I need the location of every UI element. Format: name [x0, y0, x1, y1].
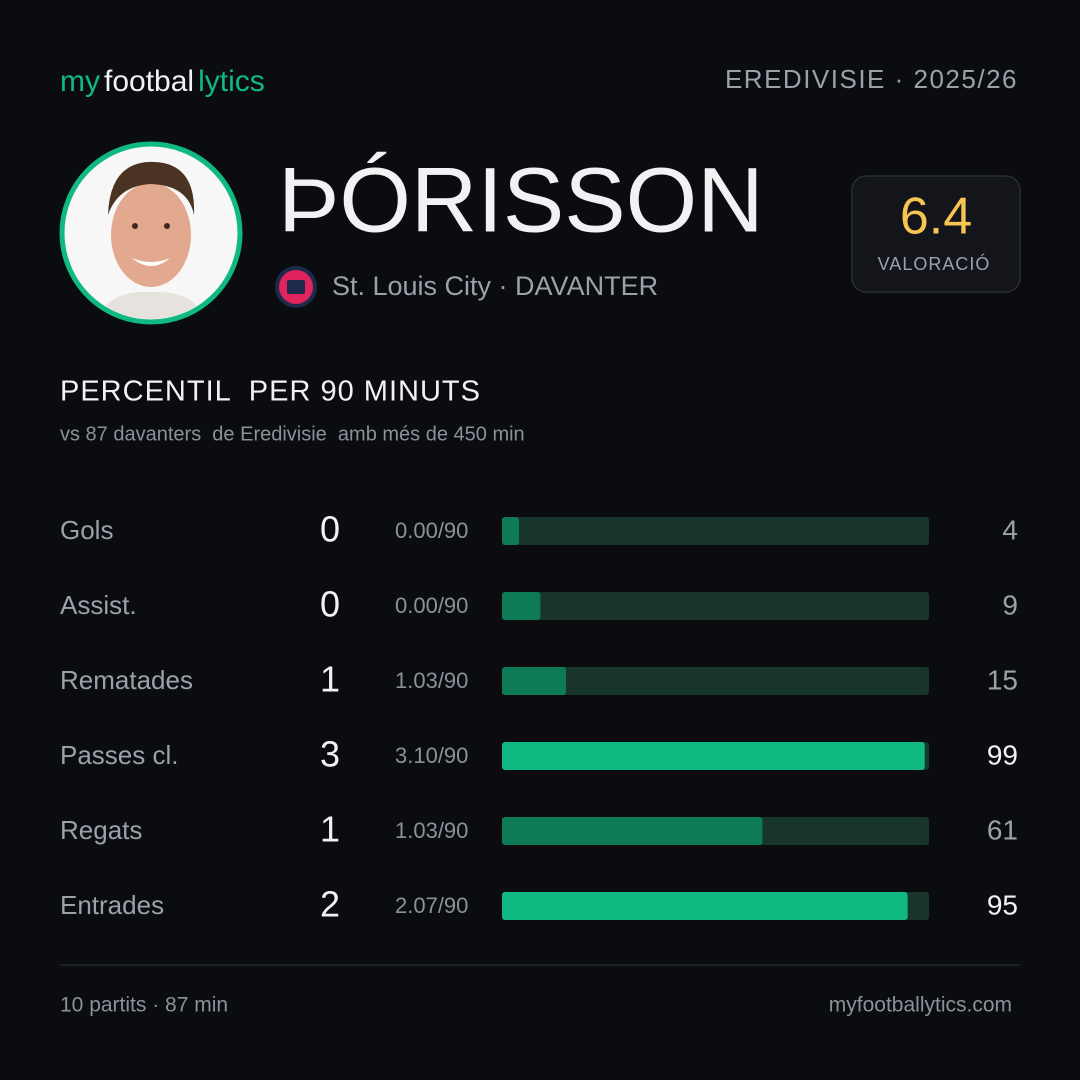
bar [502, 742, 925, 770]
league: EREDIVISIE · 2025/26 [725, 64, 1018, 94]
stat-value: 0 [320, 584, 340, 625]
stat-label: Regats [60, 815, 142, 845]
stat-value: 1 [320, 659, 340, 700]
stat-percentile: 99 [987, 739, 1018, 770]
stat-per90: 0.00/90 [395, 518, 468, 543]
bar [502, 517, 520, 545]
stat-label: Passes cl. [60, 740, 179, 770]
stat-value: 3 [320, 734, 340, 775]
brand-lytics: lytics [198, 65, 265, 98]
brand-my: my [60, 65, 100, 98]
stat-percentile: 15 [987, 664, 1018, 695]
stat-per90: 1.03/90 [395, 668, 468, 693]
rating-label: VALORACIÓ [878, 253, 991, 274]
stat-label: Entrades [60, 890, 164, 920]
avatar [59, 141, 243, 325]
club-badge [275, 266, 317, 308]
stat-percentile: 9 [1002, 589, 1018, 620]
stat-percentile: 61 [987, 814, 1018, 845]
bar [502, 817, 763, 845]
rating-value: 6.4 [900, 188, 972, 246]
stat-per90: 3.10/90 [395, 743, 468, 768]
player-name: ÞÓRISSON [278, 149, 764, 251]
footer-right: myfootballytics.com [829, 994, 1012, 1017]
stat-value: 2 [320, 884, 340, 925]
bar-track [502, 592, 929, 620]
bar [502, 667, 567, 695]
stat-label: Assist. [60, 590, 137, 620]
stat-value: 1 [320, 809, 340, 850]
rating-box [851, 175, 1021, 293]
section-subtitle: vs 87 davanters de Eredivisie amb més de… [60, 423, 525, 445]
brand: my footbal lytics [60, 65, 265, 98]
stat-rows: Gols 0 0.00/90 4 Assist. 0 0.00/90 9 Rematades 1 1… [60, 509, 1018, 925]
bar-track [502, 667, 929, 695]
stat-label: Gols [60, 515, 113, 545]
stat-percentile: 4 [1002, 514, 1018, 545]
stat-per90: 1.03/90 [395, 818, 468, 843]
footer-left: 10 partits · 87 min [60, 994, 228, 1017]
bar-track [502, 517, 929, 545]
section-title: PERCENTIL PER 90 MINUTS [60, 376, 481, 408]
stat-percentile: 95 [987, 889, 1018, 920]
bar [502, 892, 908, 920]
stat-per90: 0.00/90 [395, 593, 468, 618]
stat-label: Rematades [60, 665, 193, 695]
bar [502, 592, 541, 620]
stat-per90: 2.07/90 [395, 893, 468, 918]
stat-value: 0 [320, 509, 340, 550]
player-subtitle: St. Louis City · DAVANTER [332, 271, 658, 301]
brand-footbal: footbal [104, 65, 194, 98]
